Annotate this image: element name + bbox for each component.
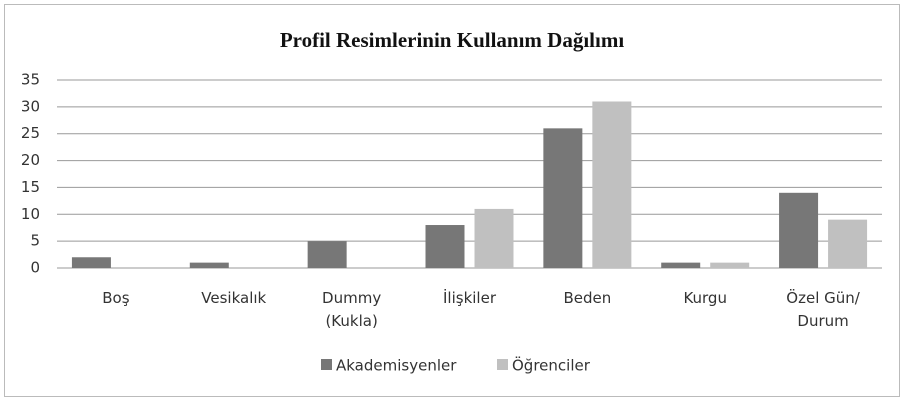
- x-tick-label-line: Boş: [102, 289, 129, 307]
- y-tick-label: 5: [30, 232, 40, 250]
- x-tick-label-line: İlişkiler: [443, 288, 497, 307]
- bar: [189, 262, 229, 268]
- bar: [661, 262, 701, 268]
- bar: [474, 208, 514, 268]
- y-tick-label: 30: [21, 97, 40, 115]
- y-tick-label: 20: [21, 151, 40, 169]
- x-tick-label-line: Beden: [563, 289, 611, 307]
- y-tick-label: 10: [21, 205, 40, 223]
- bar: [828, 219, 868, 268]
- y-tick-label: 0: [30, 259, 40, 277]
- y-tick-label: 35: [21, 71, 40, 89]
- legend-label: Akademisyenler: [336, 357, 457, 375]
- x-tick-label-line: Vesikalık: [201, 289, 266, 307]
- bar: [779, 192, 819, 268]
- x-tick-label-line: Durum: [797, 312, 848, 330]
- x-tick-label-line: Kurgu: [683, 289, 727, 307]
- x-tick-label: Vesikalık: [201, 289, 266, 307]
- x-tick-label: İlişkiler: [443, 288, 497, 307]
- legend-label: Öğrenciler: [512, 356, 591, 375]
- x-tick-label: Beden: [563, 289, 611, 307]
- x-tick-label-line: Özel Gün/: [786, 288, 860, 307]
- x-tick-label: Özel Gün/Durum: [786, 288, 860, 330]
- x-tick-label: Kurgu: [683, 289, 727, 307]
- y-tick-label: 25: [21, 124, 40, 142]
- bar: [710, 262, 750, 268]
- x-tick-label-line: (Kukla): [325, 312, 377, 330]
- legend-swatch: [321, 359, 332, 370]
- bar: [592, 101, 632, 268]
- bar: [307, 241, 347, 268]
- bar: [71, 257, 111, 268]
- x-tick-label: Boş: [102, 289, 129, 307]
- chart-title: Profil Resimlerinin Kullanım Dağılımı: [280, 28, 625, 52]
- bar: [425, 225, 465, 268]
- chart-border: [4, 4, 900, 397]
- x-tick-label-line: Dummy: [322, 289, 381, 307]
- bar: [543, 128, 583, 268]
- legend-swatch: [497, 359, 508, 370]
- y-tick-label: 15: [21, 178, 40, 196]
- x-tick-label: Dummy (Kukla): [322, 289, 381, 330]
